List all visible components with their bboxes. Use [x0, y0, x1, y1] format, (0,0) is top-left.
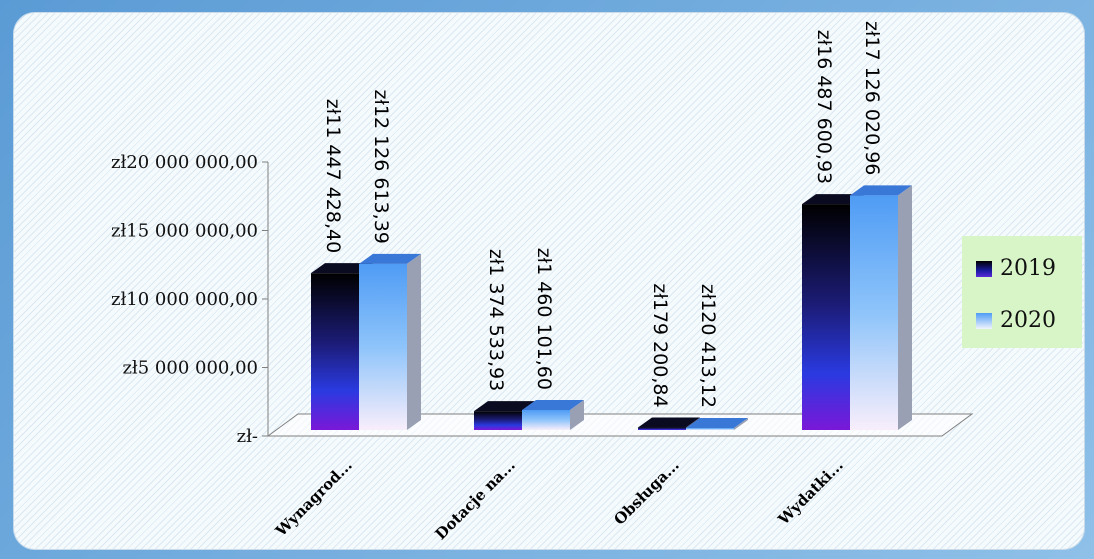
y-tick-label: zł20 000 000,00 — [111, 152, 258, 173]
y-tick-label: zł- — [237, 426, 258, 447]
legend-swatch-2020 — [976, 312, 992, 329]
bar-2019-1 — [474, 411, 522, 430]
data-label-2020-0: zł12 126 613,39 — [370, 89, 392, 243]
legend-label-2020: 2020 — [1000, 308, 1056, 333]
bar-2019-3 — [802, 204, 850, 430]
bar-top-2020-0 — [359, 253, 421, 264]
data-label-2020-2: zł120 413,12 — [697, 284, 719, 408]
y-tick-label: zł15 000 000,00 — [111, 221, 258, 242]
legend: 2019 2020 — [962, 236, 1082, 348]
data-label-2019-0: zł11 447 428,40 — [322, 99, 344, 253]
bar-top-2020-1 — [522, 399, 584, 410]
bar-2020-1 — [522, 409, 570, 430]
bar-2019-0 — [311, 273, 359, 430]
bar-2020-0 — [359, 263, 407, 430]
bar-top-2019-2 — [638, 417, 700, 428]
data-label-2019-1: zł1 374 533,93 — [485, 249, 507, 391]
data-label-2020-1: zł1 460 101,60 — [533, 248, 555, 390]
bar-2020-3 — [850, 195, 898, 430]
legend-item-2020: 2020 — [976, 308, 1056, 333]
legend-swatch-2019 — [976, 260, 992, 277]
category-label-2: Obsługa... — [610, 456, 683, 529]
legend-label-2019: 2019 — [1000, 256, 1056, 281]
bar-2019-2 — [638, 427, 686, 430]
bar-side-2020-0 — [407, 253, 421, 430]
data-label-2020-3: zł17 126 020,96 — [861, 21, 883, 175]
data-label-2019-3: zł16 487 600,93 — [813, 30, 835, 184]
bar-top-2019-3 — [802, 194, 864, 205]
data-label-2019-2: zł179 200,84 — [649, 283, 671, 407]
category-label-3: Wydatki... — [774, 456, 847, 529]
category-label-0: Wynagrod... — [271, 456, 355, 540]
bar-top-2020-3 — [850, 185, 912, 196]
category-label-1: Dotacje na... — [432, 456, 519, 543]
bar-top-2020-2 — [686, 418, 748, 428]
bar-side-2020-2 — [734, 418, 748, 430]
bar-top-2019-1 — [474, 401, 536, 412]
bar-top-2019-0 — [311, 263, 373, 274]
floor — [266, 413, 974, 437]
y-tick-label: zł5 000 000,00 — [122, 358, 258, 379]
bar-side-2020-3 — [898, 185, 912, 430]
bar-side-2020-1 — [570, 399, 584, 430]
legend-item-2019: 2019 — [976, 256, 1056, 281]
bar-2020-2 — [686, 428, 734, 430]
y-tick-label: zł10 000 000,00 — [111, 289, 258, 310]
